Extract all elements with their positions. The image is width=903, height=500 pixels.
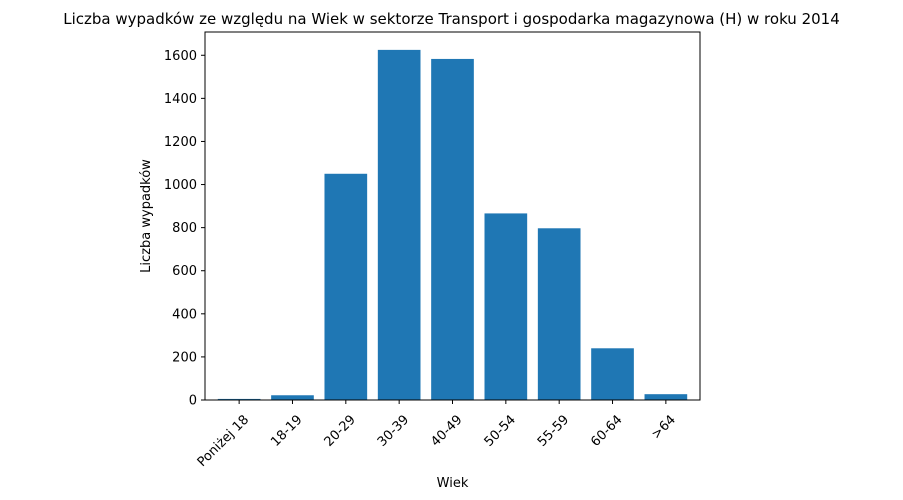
bar-0 — [217, 398, 261, 400]
y-tick-label-2: 400 — [172, 307, 197, 322]
y-tick-label-8: 1600 — [164, 49, 197, 64]
x-axis-label: Wiek — [437, 476, 469, 491]
x-tick-label-7: 60-64 — [588, 412, 625, 449]
x-tick-label-4: 40-49 — [428, 412, 465, 449]
x-tick-label-1: 18-19 — [268, 412, 305, 449]
y-tick-label-1: 200 — [172, 350, 197, 365]
bar-3 — [377, 49, 421, 400]
bar-7 — [591, 348, 634, 400]
chart-title: Liczba wypadków ze względu na Wiek w sek… — [63, 10, 840, 28]
bar-6 — [537, 228, 581, 400]
x-tick-label-2: 20-29 — [322, 412, 359, 449]
bars — [217, 49, 688, 401]
bar-1 — [271, 395, 314, 400]
y-axis: 0 200 400 600 800 1000 1200 1400 1600 — [164, 49, 205, 409]
x-axis: Poniżej 18 18-19 20-29 30-39 40-49 50-54 55-59… — [195, 400, 679, 470]
y-tick-label-7: 1400 — [164, 92, 197, 107]
x-tick-label-8: >64 — [649, 412, 679, 442]
bar-8 — [644, 394, 688, 400]
plot-frame — [204, 31, 701, 401]
y-tick-label-6: 1200 — [164, 135, 197, 150]
y-tick-label-4: 800 — [172, 221, 197, 236]
bar-5 — [484, 213, 528, 400]
y-tick-label-3: 600 — [172, 264, 197, 279]
y-axis-label: Liczba wypadków — [139, 159, 154, 273]
bar-2 — [324, 173, 368, 400]
y-tick-label-0: 0 — [189, 394, 197, 409]
y-tick-label-5: 1000 — [164, 178, 197, 193]
bar-4 — [431, 58, 474, 401]
x-tick-label-0: Poniżej 18 — [195, 412, 252, 469]
x-tick-label-6: 55-59 — [535, 412, 572, 449]
x-tick-label-5: 50-54 — [482, 412, 519, 449]
x-tick-label-3: 30-39 — [375, 412, 412, 449]
